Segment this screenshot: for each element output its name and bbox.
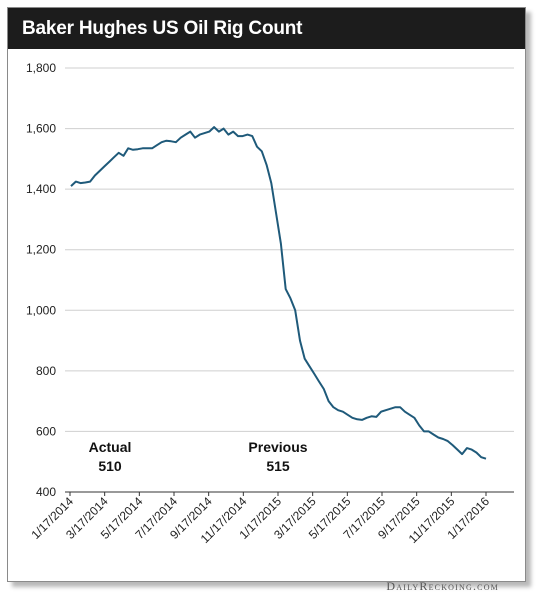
annotation-previous-label: Previous [248, 439, 307, 455]
annotation-actual-label: Actual [89, 439, 132, 455]
series-line-oil-rig-count [70, 126, 487, 460]
annotation-previous-value: 515 [266, 458, 290, 474]
annotations: Actual 510 Previous 515 [89, 439, 308, 474]
source-credit: DailyReckoing.com [386, 579, 499, 593]
line-chart: 400 600 800 1,000 1,200 1,400 1,600 1,800 1/17/… [26, 61, 514, 546]
y-tick-label: 1,800 [26, 61, 56, 75]
title-bar: Baker Hughes US Oil Rig Count [8, 8, 525, 49]
y-tick-label: 400 [36, 485, 56, 499]
y-tick-label: 600 [36, 424, 56, 438]
y-tick-label: 1,600 [26, 122, 56, 136]
y-tick-label: 1,400 [26, 182, 56, 196]
y-tick-label: 1,000 [26, 303, 56, 317]
grid-lines [65, 67, 514, 432]
chart-frame: Baker Hughes US Oil Rig Count 400 600 800 1… [7, 7, 526, 593]
y-tick-label: 1,200 [26, 243, 56, 257]
x-axis-ticks: 1/17/20143/17/20145/17/20147/17/20149/17… [28, 492, 492, 546]
y-tick-label: 800 [36, 364, 56, 378]
chart-title: Baker Hughes US Oil Rig Count [22, 18, 303, 39]
y-axis-ticks: 400 600 800 1,000 1,200 1,400 1,600 1,800 [26, 61, 56, 499]
annotation-actual-value: 510 [98, 458, 122, 474]
